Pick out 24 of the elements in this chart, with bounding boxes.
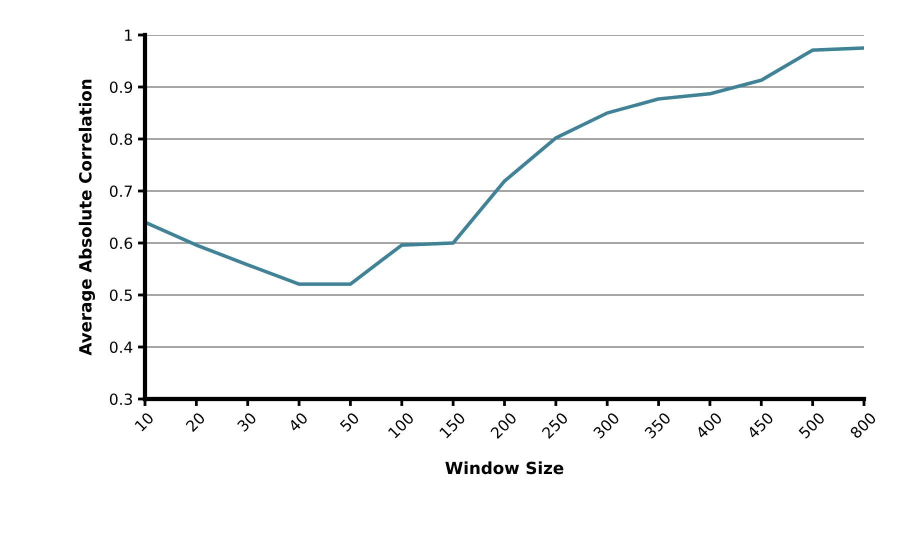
x-tick-label: 400	[695, 412, 723, 440]
x-tick-label: 10	[134, 412, 154, 432]
y-tick-label: 0.8	[110, 133, 132, 146]
x-tick-label: 800	[849, 412, 877, 440]
x-tick-label: 300	[592, 412, 620, 439]
y-tick-label: 0.4	[110, 341, 132, 354]
x-tick-label: 150	[438, 412, 466, 439]
line-series	[145, 46, 864, 286]
x-axis-title: Window Size	[445, 461, 564, 474]
x-tick-label: 450	[746, 412, 774, 440]
y-tick-label: 1	[125, 30, 132, 41]
y-tick-label: 0.9	[110, 81, 132, 94]
y-tick-label: 0.6	[110, 237, 132, 250]
x-tick-label: 30	[236, 412, 258, 432]
y-tick-label: 0.5	[110, 289, 132, 302]
y-tick-label: 0.3	[110, 393, 132, 406]
x-tick-label: 40	[288, 412, 308, 432]
y-tick-label: 0.7	[110, 185, 132, 198]
x-tick-label: 500	[798, 412, 826, 439]
x-tick-label: 50	[339, 412, 360, 432]
x-tick-label: 20	[185, 412, 206, 432]
y-axis-title: Average Absolute Correlation	[78, 80, 96, 356]
x-tick-label: 100	[388, 412, 415, 439]
x-tick-label: 350	[644, 412, 672, 439]
